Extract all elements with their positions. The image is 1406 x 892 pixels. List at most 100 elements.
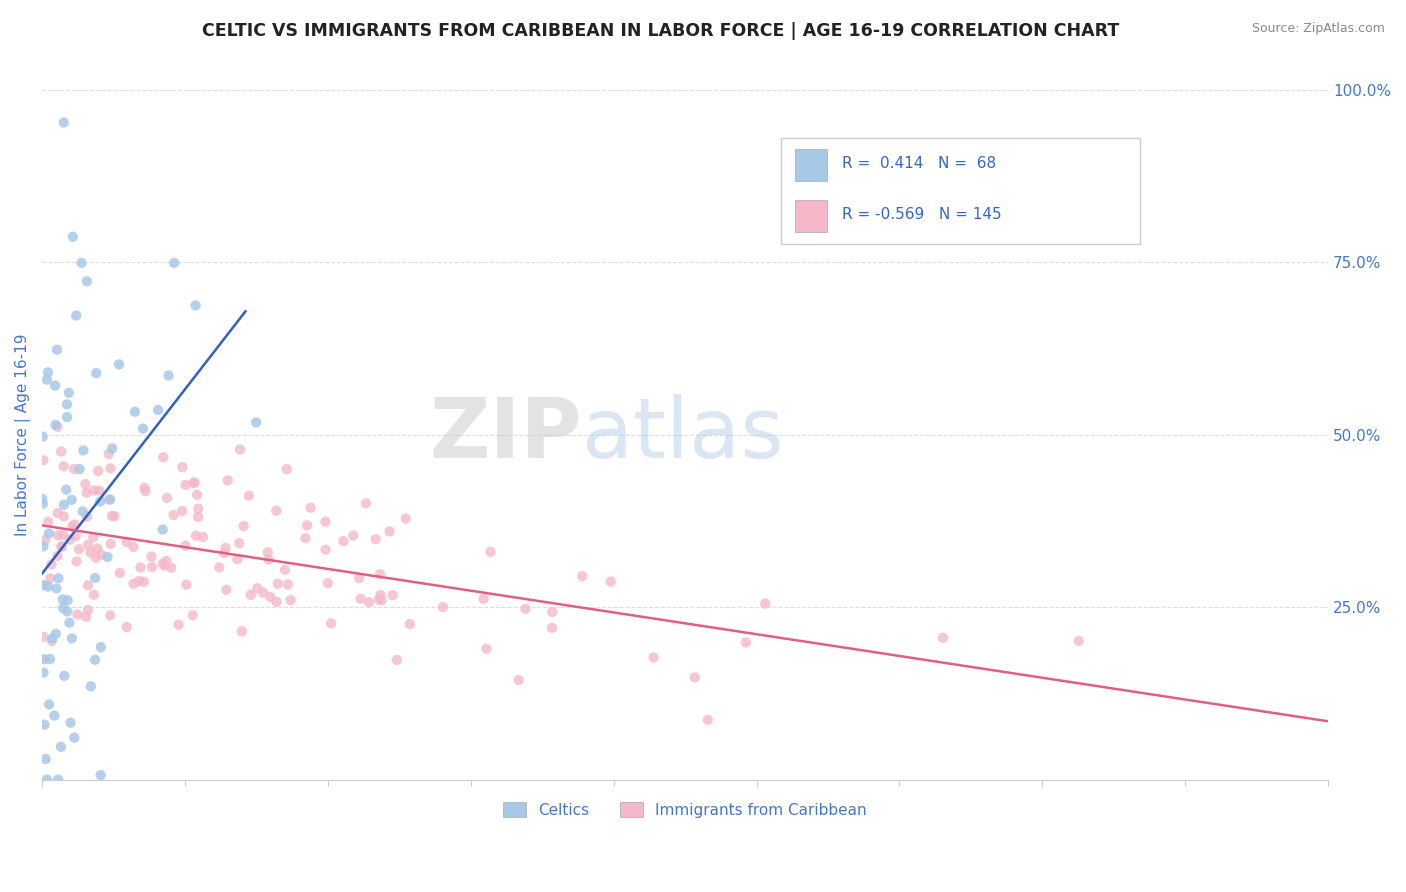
Point: [163, 256, 186, 270]
Point: [395, 511, 418, 525]
Point: [183, 475, 205, 490]
Point: [34, 752, 56, 766]
Point: [432, 600, 454, 615]
Point: [66, 607, 89, 622]
Point: [41, 558, 63, 572]
Point: [89, 494, 111, 508]
Point: [56, 604, 79, 618]
Point: [89, 483, 111, 498]
Point: [152, 450, 174, 465]
Point: [56, 410, 79, 425]
Point: [472, 591, 495, 606]
Point: [349, 591, 371, 606]
Point: [508, 673, 530, 687]
Point: [541, 605, 564, 619]
Point: [191, 530, 214, 544]
Point: [683, 670, 706, 684]
Point: [32, 497, 55, 511]
Point: [367, 592, 389, 607]
Point: [35, 373, 58, 387]
Point: [53, 669, 76, 683]
Point: [153, 558, 176, 573]
Point: [259, 590, 281, 604]
Point: [100, 461, 122, 475]
Point: [932, 631, 955, 645]
Text: atlas: atlas: [582, 394, 785, 475]
Point: [696, 713, 718, 727]
Point: [239, 588, 262, 602]
Point: [84, 571, 107, 585]
Point: [370, 593, 392, 607]
Point: [32, 630, 55, 644]
Point: [122, 540, 145, 554]
Point: [84, 550, 107, 565]
Point: [349, 571, 371, 585]
Legend: Celtics, Immigrants from Caribbean: Celtics, Immigrants from Caribbean: [498, 796, 873, 823]
Point: [129, 560, 152, 574]
Point: [1067, 633, 1090, 648]
Point: [174, 478, 197, 492]
Point: [90, 768, 112, 782]
Point: [571, 569, 593, 583]
Point: [46, 419, 69, 434]
Point: [75, 609, 97, 624]
Point: [174, 539, 197, 553]
Point: [46, 772, 69, 787]
Point: [65, 555, 87, 569]
Point: [52, 509, 75, 524]
Point: [100, 537, 122, 551]
Point: [354, 496, 377, 510]
Point: [31, 491, 53, 506]
Point: [294, 531, 316, 545]
Point: [56, 593, 79, 607]
Point: [48, 571, 70, 585]
Point: [101, 442, 124, 456]
Point: [60, 632, 83, 646]
Point: [172, 504, 194, 518]
Point: [96, 549, 118, 564]
Point: [56, 397, 79, 411]
Point: [52, 115, 75, 129]
Point: [212, 546, 235, 560]
Point: [315, 542, 337, 557]
Point: [183, 475, 205, 490]
Point: [84, 653, 107, 667]
Point: [52, 528, 75, 542]
Point: [256, 545, 278, 559]
Point: [319, 616, 342, 631]
Text: R = -0.569   N = 145: R = -0.569 N = 145: [842, 207, 1001, 222]
Text: ZIP: ZIP: [430, 394, 582, 475]
Point: [232, 519, 254, 533]
Point: [599, 574, 621, 589]
Point: [63, 517, 86, 532]
Point: [39, 571, 62, 585]
Point: [98, 608, 121, 623]
Point: [62, 229, 84, 244]
Point: [381, 588, 404, 602]
Point: [155, 554, 177, 568]
Point: [51, 540, 73, 554]
Point: [49, 739, 72, 754]
Point: [277, 577, 299, 591]
Point: [266, 595, 288, 609]
Point: [115, 620, 138, 634]
Point: [52, 592, 75, 607]
Point: [58, 615, 80, 630]
Point: [52, 498, 75, 512]
Point: [184, 529, 207, 543]
Point: [141, 549, 163, 564]
Point: [754, 597, 776, 611]
Point: [41, 634, 63, 648]
Point: [226, 552, 249, 566]
Point: [37, 365, 59, 379]
Point: [49, 444, 72, 458]
Point: [132, 422, 155, 436]
Point: [32, 652, 55, 666]
Point: [31, 429, 53, 443]
Point: [186, 488, 208, 502]
Point: [83, 483, 105, 498]
Point: [77, 538, 100, 552]
Point: [32, 453, 55, 467]
Point: [184, 298, 207, 312]
Point: [65, 529, 87, 543]
